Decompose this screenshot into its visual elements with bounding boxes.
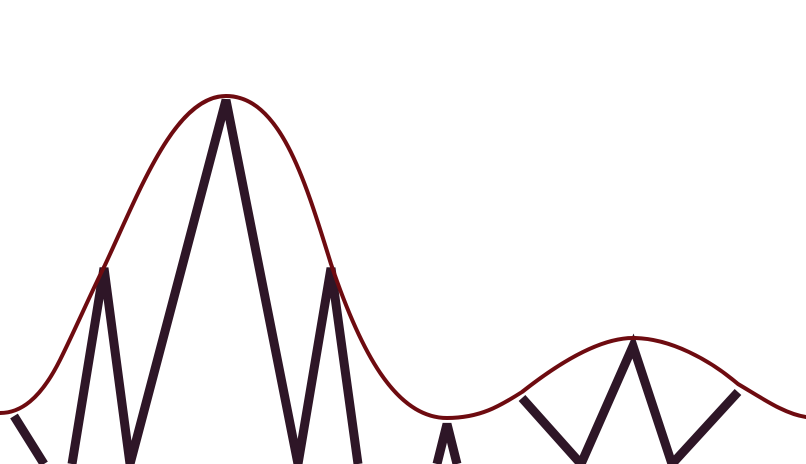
zigzag-segment-small-peak	[432, 422, 462, 464]
zigzag-segment-right	[518, 333, 742, 464]
envelope-curve	[0, 94, 806, 420]
zigzag-segment-left-edge	[10, 413, 48, 464]
